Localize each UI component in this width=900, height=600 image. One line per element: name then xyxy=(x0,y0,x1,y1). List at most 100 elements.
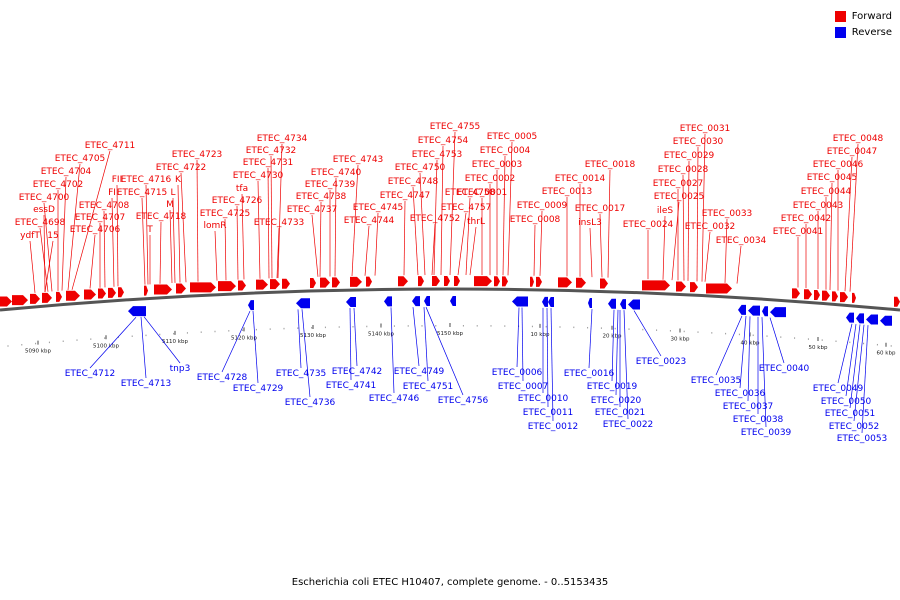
gene-label-fi[interactable]: FI xyxy=(108,188,116,198)
forward-gene-arrow[interactable] xyxy=(852,292,856,303)
reverse-gene-arrow[interactable] xyxy=(450,296,456,307)
gene-label-etec-0017[interactable]: ETEC_0017 xyxy=(575,204,626,214)
gene-label-etec-0016[interactable]: ETEC_0016 xyxy=(564,369,615,379)
forward-gene-arrow[interactable] xyxy=(332,277,340,288)
reverse-gene-arrow[interactable] xyxy=(542,296,548,307)
forward-gene-arrow[interactable] xyxy=(676,281,686,292)
gene-label-etec-0018[interactable]: ETEC_0018 xyxy=(585,160,636,170)
gene-label-etec-4744[interactable]: ETEC_4744 xyxy=(344,216,395,226)
gene-label-insl3[interactable]: insL3 xyxy=(578,218,602,228)
gene-label-etec-4739[interactable]: ETEC_4739 xyxy=(305,180,356,190)
forward-gene-arrow[interactable] xyxy=(706,283,732,294)
forward-gene-arrow[interactable] xyxy=(12,295,28,306)
legend-item-reverse[interactable]: Reverse xyxy=(834,24,892,40)
forward-gene-arrow[interactable] xyxy=(558,277,572,288)
reverse-gene-arrow[interactable] xyxy=(346,297,356,308)
gene-label-etec-0031[interactable]: ETEC_0031 xyxy=(680,124,731,134)
gene-label-l[interactable]: L xyxy=(170,188,175,198)
gene-label-etec-0020[interactable]: ETEC_0020 xyxy=(591,396,642,406)
forward-gene-arrow[interactable] xyxy=(238,280,246,291)
gene-label-etec-0025[interactable]: ETEC_0025 xyxy=(654,192,705,202)
forward-gene-arrow[interactable] xyxy=(840,292,848,303)
gene-label-etec-4725[interactable]: ETEC_4725 xyxy=(200,209,251,219)
gene-label-k[interactable]: K xyxy=(175,175,182,185)
gene-label-etec-0030[interactable]: ETEC_0030 xyxy=(673,137,724,147)
gene-label-etec-0052[interactable]: ETEC_0052 xyxy=(829,422,880,432)
gene-label-15[interactable]: 15 xyxy=(47,231,58,241)
gene-label-etec-0007[interactable]: ETEC_0007 xyxy=(498,382,549,392)
gene-label-etec-0009[interactable]: ETEC_0009 xyxy=(517,201,568,211)
gene-label-etec-0034[interactable]: ETEC_0034 xyxy=(716,236,767,246)
gene-label-etec-4735[interactable]: ETEC_4735 xyxy=(276,369,327,379)
reverse-gene-arrow[interactable] xyxy=(866,314,878,325)
gene-label-etec-0049[interactable]: ETEC_0049 xyxy=(813,384,864,394)
reverse-gene-arrow[interactable] xyxy=(412,296,420,307)
forward-gene-arrow[interactable] xyxy=(0,296,12,307)
gene-label-etec-0038[interactable]: ETEC_0038 xyxy=(733,415,784,425)
gene-label-etec-0037[interactable]: ETEC_0037 xyxy=(723,402,774,412)
forward-gene-arrow[interactable] xyxy=(366,276,372,287)
gene-label-etec-4712[interactable]: ETEC_4712 xyxy=(65,369,116,379)
gene-label-etec-0008[interactable]: ETEC_0008 xyxy=(510,215,561,225)
gene-label-etec-0014[interactable]: ETEC_0014 xyxy=(555,174,606,184)
gene-label-etec-4743[interactable]: ETEC_4743 xyxy=(333,155,384,165)
forward-gene-arrow[interactable] xyxy=(218,281,236,292)
gene-label-ydft[interactable]: ydfT xyxy=(20,231,40,241)
gene-label-etec-4700[interactable]: ETEC_4700 xyxy=(19,193,70,203)
gene-label-etec-4757[interactable]: ETEC_4757 xyxy=(441,203,492,213)
forward-gene-arrow[interactable] xyxy=(190,282,216,293)
gene-label-etec-4705[interactable]: ETEC_4705 xyxy=(55,154,106,164)
forward-gene-arrow[interactable] xyxy=(530,276,534,287)
forward-gene-arrow[interactable] xyxy=(98,288,106,299)
forward-gene-arrow[interactable] xyxy=(576,277,586,288)
gene-label-etec-4749[interactable]: ETEC_4749 xyxy=(394,367,445,377)
gene-label-etec-0033[interactable]: ETEC_0033 xyxy=(702,209,753,219)
gene-label-tfa[interactable]: tfa xyxy=(236,184,248,194)
reverse-gene-arrow[interactable] xyxy=(248,300,254,311)
forward-gene-arrow[interactable] xyxy=(832,291,838,302)
forward-gene-arrow[interactable] xyxy=(282,278,290,289)
gene-label-etec-4728[interactable]: ETEC_4728 xyxy=(197,373,248,383)
gene-label-etec-4746[interactable]: ETEC_4746 xyxy=(369,394,420,404)
forward-gene-arrow[interactable] xyxy=(30,293,40,304)
gene-label-etec-0046[interactable]: ETEC_0046 xyxy=(813,160,864,170)
gene-label-etec-0035[interactable]: ETEC_0035 xyxy=(691,376,742,386)
gene-label-etec-4707[interactable]: ETEC_4707 xyxy=(75,213,126,223)
gene-label-etec-0051[interactable]: ETEC_0051 xyxy=(825,409,876,419)
forward-gene-arrow[interactable] xyxy=(894,296,900,307)
gene-label-etec-4733[interactable]: ETEC_4733 xyxy=(254,218,305,228)
reverse-gene-arrow[interactable] xyxy=(512,296,528,307)
gene-label-etec-4726[interactable]: ETEC_4726 xyxy=(212,196,263,206)
gene-label-etec-0039[interactable]: ETEC_0039 xyxy=(741,428,792,438)
reverse-gene-arrow[interactable] xyxy=(620,299,626,310)
forward-gene-arrow[interactable] xyxy=(256,279,268,290)
gene-label-etec-4729[interactable]: ETEC_4729 xyxy=(233,384,284,394)
reverse-gene-arrow[interactable] xyxy=(628,299,640,310)
gene-label-etec-4753[interactable]: ETEC_4753 xyxy=(412,150,463,160)
gene-label-etec-4737[interactable]: ETEC_4737 xyxy=(287,205,338,215)
gene-label-etec-0010[interactable]: ETEC_0010 xyxy=(518,394,569,404)
gene-label-etec-0024[interactable]: ETEC_0024 xyxy=(623,220,674,230)
gene-label-etec-4715[interactable]: ETEC_4715 xyxy=(117,188,168,198)
gene-label-etec-0002[interactable]: ETEC_0002 xyxy=(465,174,516,184)
gene-label-etec-0044[interactable]: ETEC_0044 xyxy=(801,187,852,197)
forward-gene-arrow[interactable] xyxy=(690,282,698,293)
gene-label-etec-4747[interactable]: ETEC_4747 xyxy=(380,191,431,201)
forward-gene-arrow[interactable] xyxy=(814,289,820,300)
forward-gene-arrow[interactable] xyxy=(42,292,52,303)
gene-label-etec-0021[interactable]: ETEC_0021 xyxy=(595,408,646,418)
reverse-gene-arrow[interactable] xyxy=(548,297,554,308)
forward-gene-arrow[interactable] xyxy=(66,290,80,301)
gene-label-etec-4718[interactable]: ETEC_4718 xyxy=(136,212,187,222)
gene-label-etec-4713[interactable]: ETEC_4713 xyxy=(121,379,172,389)
gene-label-etec-4755[interactable]: ETEC_4755 xyxy=(430,122,481,132)
gene-label-m[interactable]: M xyxy=(166,200,174,210)
gene-label-etec-4751[interactable]: ETEC_4751 xyxy=(403,382,454,392)
forward-gene-arrow[interactable] xyxy=(108,287,116,298)
gene-label-etec-4734[interactable]: ETEC_4734 xyxy=(257,134,308,144)
forward-gene-arrow[interactable] xyxy=(176,283,186,294)
gene-label-etec-0001[interactable]: ETEC_0001 xyxy=(457,188,508,198)
gene-label-etec-4716[interactable]: ETEC_4716 xyxy=(121,175,172,185)
gene-label-etec-4722[interactable]: ETEC_4722 xyxy=(156,163,207,173)
forward-gene-arrow[interactable] xyxy=(642,280,670,291)
